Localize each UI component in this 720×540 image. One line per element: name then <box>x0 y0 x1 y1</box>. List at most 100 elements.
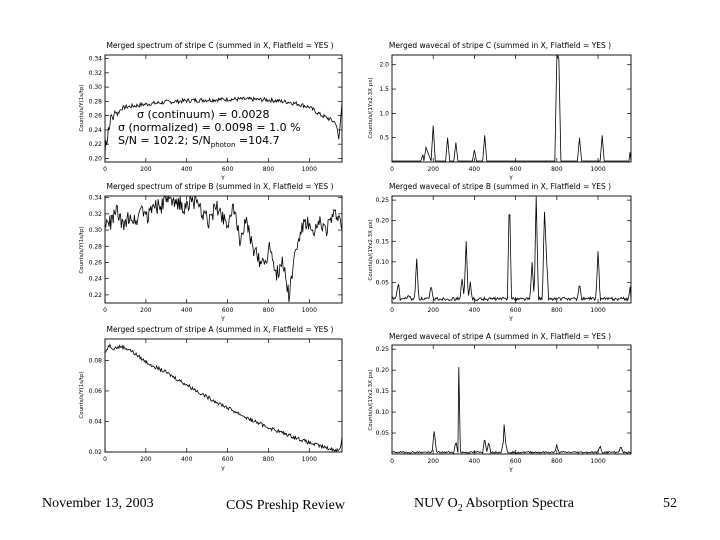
x-tick-label: 0 <box>103 166 107 173</box>
y-tick-label: 0.34 <box>89 195 103 202</box>
x-tick-label: 0 <box>390 458 394 465</box>
y-tick-label: 0.08 <box>89 357 103 364</box>
x-tick-label: 0 <box>103 456 107 463</box>
y-tick-label: 1.5 <box>379 86 389 93</box>
x-tick-label: 800 <box>263 307 275 314</box>
x-tick-label: 200 <box>140 307 152 314</box>
y-axis-label: Counts/s/Y(1s/tp) <box>79 226 85 273</box>
x-tick-label: 200 <box>140 456 152 463</box>
panel-stripe-b-wavecal: Merged wavecal of stripe B (summed in X,… <box>368 182 632 323</box>
x-tick-label: 800 <box>551 458 563 465</box>
y-tick-label: 0.22 <box>89 292 103 299</box>
x-tick-label: 200 <box>140 166 152 173</box>
axis-ticks: 0 200 400 600 800 1000 0.22 0.24 0.26 0.28 0.30 0.3… <box>89 195 342 314</box>
x-tick-label: 800 <box>551 307 563 314</box>
y-tick-label: 0.02 <box>89 449 103 456</box>
footer-title-subscript: 2 <box>457 502 463 514</box>
plot-frame <box>391 54 632 163</box>
x-axis-label: Y <box>220 175 225 182</box>
y-tick-label: 0.24 <box>89 127 103 134</box>
axis-ticks: 0 200 400 600 800 1000 0.02 0.04 0.06 0.08 <box>89 339 342 463</box>
y-axis-label: Counts/s/(1Yx2.3X px) <box>368 77 374 138</box>
y-tick-label: 0.22 <box>89 141 103 148</box>
x-tick-label: 600 <box>510 458 522 465</box>
stat-snr-value: =104.7 <box>235 134 279 147</box>
spectrum-line <box>104 343 343 453</box>
x-tick-label: 0 <box>390 166 394 173</box>
x-axis-label: Y <box>220 316 225 323</box>
axis-ticks: 0 200 400 600 800 1000 0.20 0.22 0.24 0.26 0.28 0.3… <box>89 55 342 173</box>
y-tick-label: 2.0 <box>379 62 389 69</box>
panel-stripe-b-spectrum: Merged spectrum of stripe B (summed in X… <box>79 182 343 323</box>
plot-frame <box>104 54 343 163</box>
x-tick-label: 600 <box>222 307 234 314</box>
x-axis-label: Y <box>508 467 513 474</box>
y-tick-label: 0.20 <box>376 367 390 374</box>
panel-title: Merged spectrum of stripe C (summed in X… <box>106 41 333 50</box>
x-tick-label: 600 <box>222 166 234 173</box>
panel-stripe-c-wavecal: Merged wavecal of stripe C (summed in X,… <box>368 41 632 182</box>
x-tick-label: 1000 <box>302 166 317 173</box>
x-axis-label: Y <box>220 466 225 473</box>
wavecal-line <box>391 367 632 454</box>
footer-title-rest: Absorption Spectra <box>462 496 574 511</box>
panel-stripe-c-spectrum: Merged spectrum of stripe C (summed in X… <box>79 41 343 182</box>
y-tick-label: 0.20 <box>89 155 103 162</box>
panel-title: Merged spectrum of stripe A (summed in X… <box>107 325 334 334</box>
stat-snr-sub: photon <box>211 141 236 149</box>
x-tick-label: 200 <box>427 307 439 314</box>
x-tick-label: 800 <box>263 456 275 463</box>
plot-frame <box>104 338 343 453</box>
x-tick-label: 600 <box>222 456 234 463</box>
y-tick-label: 0.05 <box>376 430 390 437</box>
y-tick-label: 0.15 <box>376 238 390 245</box>
stat-snr: S/N = 102.2; S/Nphoton =104.7 <box>118 134 280 149</box>
y-tick-label: 0.28 <box>89 98 103 105</box>
y-tick-label: 0.25 <box>376 346 390 353</box>
y-axis-label: Counts/s/(1Yx2.3X px) <box>368 369 374 430</box>
wavecal-line <box>391 196 632 302</box>
footer-date: November 13, 2003 <box>42 496 154 511</box>
y-tick-label: 0.25 <box>376 197 390 204</box>
x-tick-label: 200 <box>427 166 439 173</box>
y-tick-label: 0.15 <box>376 388 390 395</box>
x-tick-label: 600 <box>510 307 522 314</box>
x-tick-label: 0 <box>390 307 394 314</box>
y-tick-label: 0.26 <box>89 259 103 266</box>
x-tick-label: 1000 <box>302 456 317 463</box>
x-tick-label: 400 <box>181 166 193 173</box>
x-tick-label: 400 <box>181 456 193 463</box>
plot-frame <box>391 195 632 304</box>
plot-frame <box>104 195 343 304</box>
wavecal-line <box>392 55 632 162</box>
x-tick-label: 200 <box>427 458 439 465</box>
x-tick-label: 600 <box>510 166 522 173</box>
x-axis-label: Y <box>508 175 513 182</box>
x-tick-label: 400 <box>469 458 481 465</box>
axis-ticks: 0 200 400 600 800 1000 0.05 0.10 0.15 0.20 0.25 <box>376 196 631 314</box>
y-tick-label: 0.32 <box>89 211 103 218</box>
y-tick-label: 0.04 <box>89 418 103 425</box>
x-tick-label: 1000 <box>302 307 317 314</box>
x-tick-label: 400 <box>469 166 481 173</box>
footer-title-main: NUV O <box>414 496 458 511</box>
x-tick-label: 1000 <box>590 166 605 173</box>
stat-continuum-sigma: σ (continuum) = 0.0028 <box>137 108 270 121</box>
x-tick-label: 400 <box>181 307 193 314</box>
y-tick-label: 0.30 <box>89 227 103 234</box>
y-axis-label: Counts/s/Y(1s/tp) <box>79 84 85 131</box>
x-tick-label: 0 <box>103 307 107 314</box>
y-tick-label: 0.24 <box>89 276 103 283</box>
y-tick-label: 0.28 <box>89 243 103 250</box>
y-tick-label: 0.20 <box>376 218 390 225</box>
panel-title: Merged wavecal of stripe A (summed in X,… <box>389 332 611 341</box>
panel-stripe-a-wavecal: Merged wavecal of stripe A (summed in X,… <box>368 332 632 474</box>
y-tick-label: 1.0 <box>379 110 389 117</box>
x-tick-label: 1000 <box>590 458 605 465</box>
page-number: 52 <box>663 496 677 511</box>
spectrum-line <box>104 195 343 303</box>
footer-slide-title: NUV O2 Absorption Spectra <box>414 496 574 514</box>
axis-ticks: 0 200 400 600 800 1000 0.5 1.0 1.5 2.0 <box>379 55 631 173</box>
plot-frame <box>391 344 632 455</box>
